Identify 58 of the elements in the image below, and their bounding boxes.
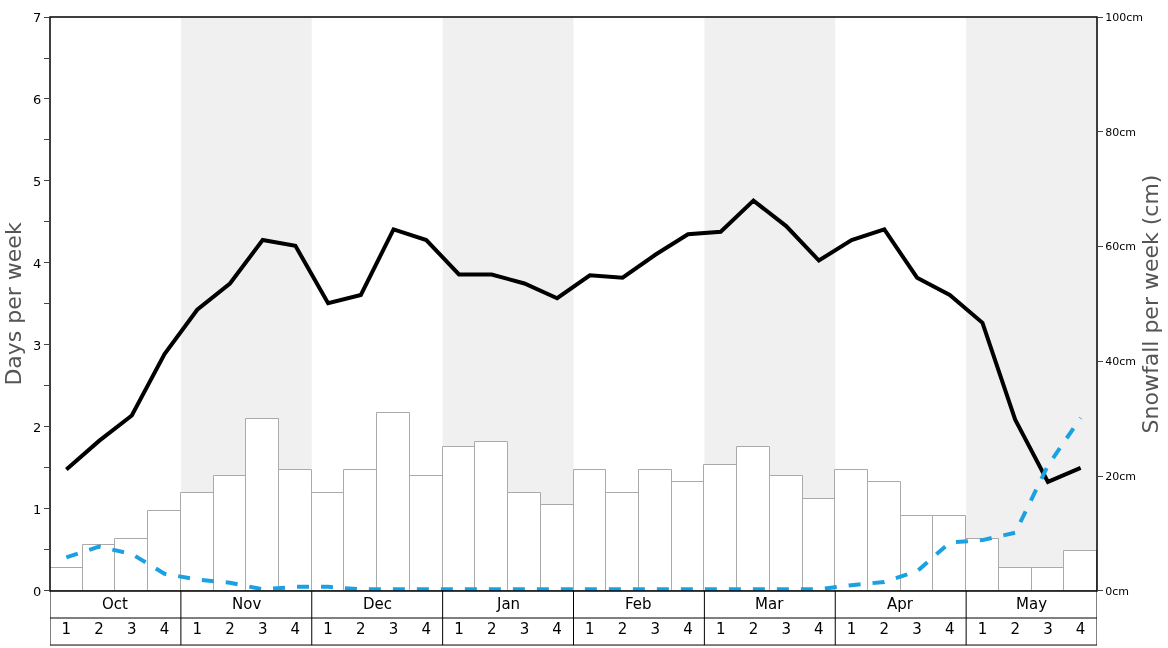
- x-tick-label: 4: [552, 620, 562, 638]
- x-tick-label: 2: [1010, 620, 1020, 638]
- y2-tick-label: 60cm: [1105, 240, 1136, 254]
- x-tick-label: 4: [421, 620, 432, 638]
- y2-tick-label: 100cm: [1105, 10, 1143, 24]
- x-tick-label: 1: [585, 620, 595, 638]
- x-tick-label: 2: [748, 620, 759, 638]
- text: Feb: [625, 595, 652, 613]
- y2-tick-label: 0cm: [1105, 584, 1129, 598]
- x-tick-label: 3: [650, 620, 661, 638]
- text: Jan: [496, 595, 521, 613]
- y-tick-label: 7: [33, 9, 42, 25]
- x-tick-label: 1: [715, 620, 726, 638]
- y-tick-label: 5: [33, 173, 42, 189]
- x-tick-label: 4: [159, 620, 170, 638]
- y-tick-label: 4: [33, 255, 42, 271]
- y2-axis-title: Snowfall per week (cm): [1137, 174, 1163, 434]
- x-tick-label: 3: [519, 620, 530, 638]
- x-tick-label: 1: [61, 620, 72, 638]
- text: Nov: [232, 595, 262, 613]
- text: May: [1016, 595, 1048, 613]
- x-tick-label: 4: [683, 620, 693, 638]
- x-tick-label: 1: [323, 620, 333, 638]
- x-tick-label: 2: [356, 620, 366, 638]
- x-tick-label: 4: [945, 620, 955, 638]
- y-tick-label: 0: [33, 583, 42, 599]
- x-tick-label: 3: [1043, 620, 1053, 638]
- x-tick-label: 3: [388, 620, 399, 638]
- line-series: [64, 198, 1083, 484]
- x-tick-label: 4: [290, 620, 301, 638]
- line-series: [64, 415, 1083, 591]
- y-tick-label: 1: [33, 501, 42, 517]
- text: Dec: [363, 595, 393, 613]
- x-tick-label: 1: [977, 620, 988, 638]
- y2-tick-label: 80cm: [1105, 125, 1136, 139]
- y-tick-label: 2: [33, 419, 42, 435]
- x-tick-label: 3: [781, 620, 791, 638]
- x-tick-label: 3: [912, 620, 922, 638]
- x-tick-label: 4: [814, 620, 824, 638]
- y2-tick-label: 40cm: [1105, 355, 1136, 369]
- x-tick-label: 2: [94, 620, 104, 638]
- x-tick-label: 4: [1075, 620, 1086, 638]
- text: Apr: [887, 595, 914, 613]
- x-tick-label: 1: [846, 620, 857, 638]
- x-tick-label: 2: [225, 620, 235, 638]
- text: Mar: [755, 595, 785, 613]
- x-tick-label: 2: [617, 620, 628, 638]
- y2-tick-label: 20cm: [1105, 470, 1136, 484]
- y-axis-title: Days per week: [0, 222, 26, 386]
- x-tick-label: 1: [454, 620, 464, 638]
- y-tick-label: 3: [33, 337, 42, 353]
- x-tick-label: 3: [257, 620, 268, 638]
- x-tick-label: 2: [486, 620, 497, 638]
- text: Oct: [102, 595, 129, 613]
- x-tick-label: 2: [879, 620, 890, 638]
- x-tick-label: 1: [192, 620, 202, 638]
- y-tick-label: 6: [33, 91, 42, 107]
- x-tick-label: 3: [127, 620, 137, 638]
